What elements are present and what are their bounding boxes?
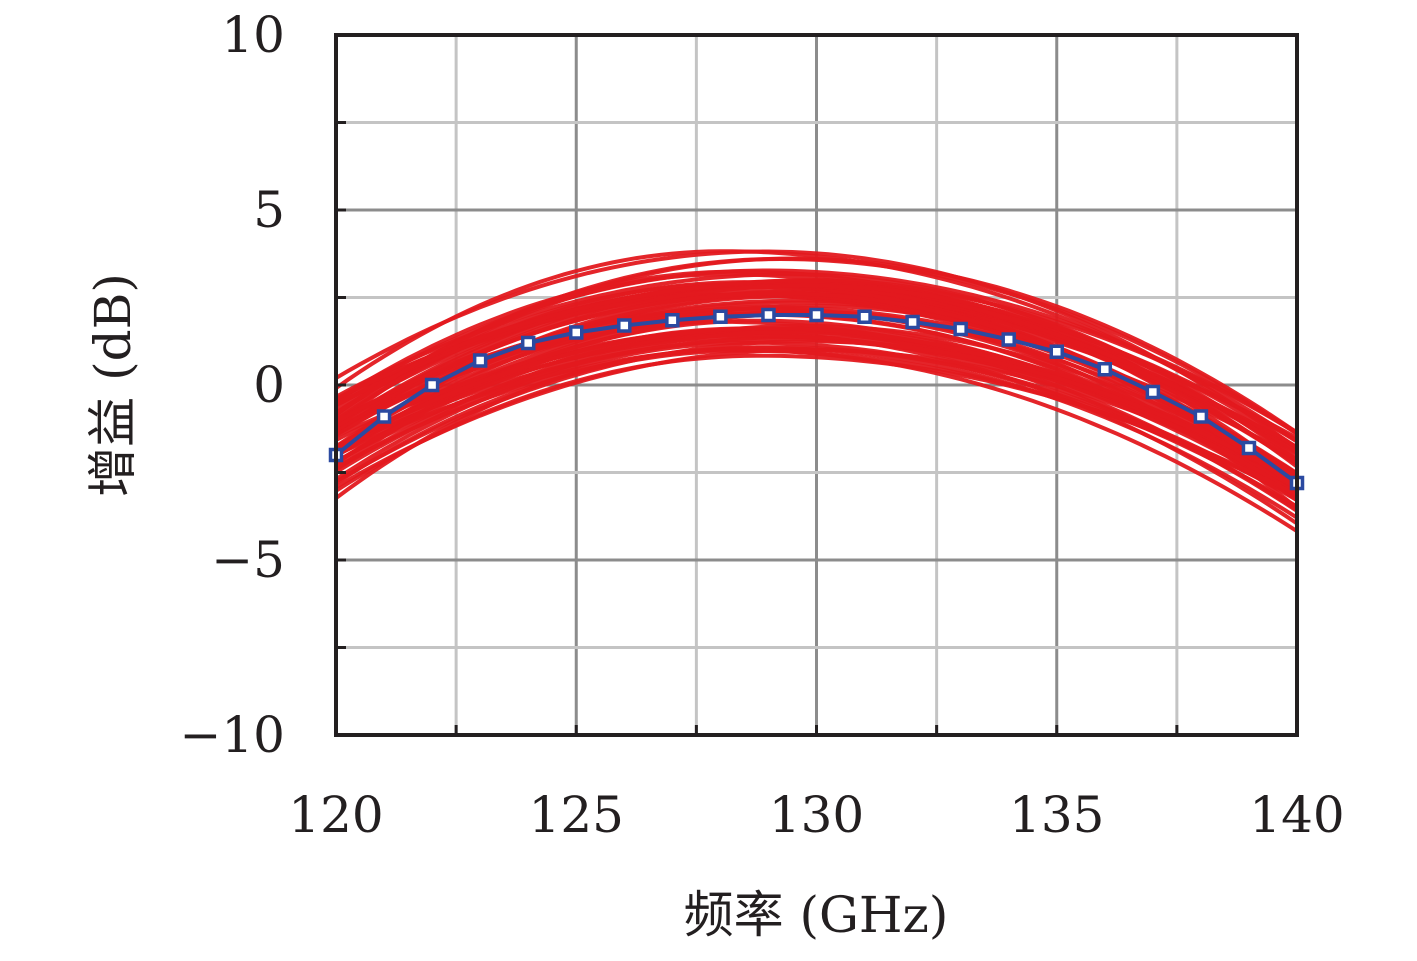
x-tick-label: 130 <box>769 786 864 844</box>
y-tick-label: −5 <box>211 531 285 589</box>
nominal-point <box>1145 384 1161 400</box>
ensemble-curve <box>335 326 1299 496</box>
nominal-point <box>713 309 728 324</box>
nominal-series <box>328 307 1305 491</box>
x-tick-label: 120 <box>288 786 383 844</box>
nominal-point <box>1193 409 1209 424</box>
ensemble-curve <box>334 249 1299 443</box>
nominal-point <box>1241 440 1257 456</box>
y-axis-label: 增益 (dB) <box>84 273 142 497</box>
ensemble-curve <box>334 339 1298 485</box>
ensemble-curve <box>334 353 1298 497</box>
x-axis-label: 频率 (GHz) <box>684 886 949 944</box>
y-tick-label: 0 <box>253 356 285 414</box>
ensemble-curve <box>334 280 1299 480</box>
nominal-point <box>761 307 776 323</box>
nominal-point <box>376 409 392 424</box>
y-tick-label: −10 <box>179 706 285 764</box>
nominal-point <box>569 325 584 340</box>
x-tick-label: 125 <box>529 786 624 844</box>
x-tick-label: 140 <box>1249 786 1344 844</box>
ensemble-curve <box>334 330 1299 485</box>
y-tick-labels: 10 5 0 −5 −10 <box>179 6 285 764</box>
nominal-point <box>953 321 968 337</box>
y-tick-label: 5 <box>253 181 285 239</box>
nominal-point <box>1097 362 1113 377</box>
x-tick-labels: 120 125 130 135 140 <box>288 786 1344 844</box>
nominal-point <box>1001 332 1016 347</box>
x-tick-label: 135 <box>1009 786 1104 844</box>
nominal-point <box>520 335 536 351</box>
nominal-point <box>472 353 488 368</box>
nominal-point <box>665 313 680 328</box>
nominal-point <box>424 377 440 393</box>
nominal-point <box>809 307 824 323</box>
nominal-point <box>1049 344 1064 359</box>
nominal-point <box>905 314 920 330</box>
ensemble-curve <box>334 256 1299 435</box>
axis-ticks <box>336 121 1179 735</box>
y-tick-label: 10 <box>221 6 285 64</box>
nominal-point <box>857 309 872 324</box>
nominal-point <box>617 318 632 333</box>
